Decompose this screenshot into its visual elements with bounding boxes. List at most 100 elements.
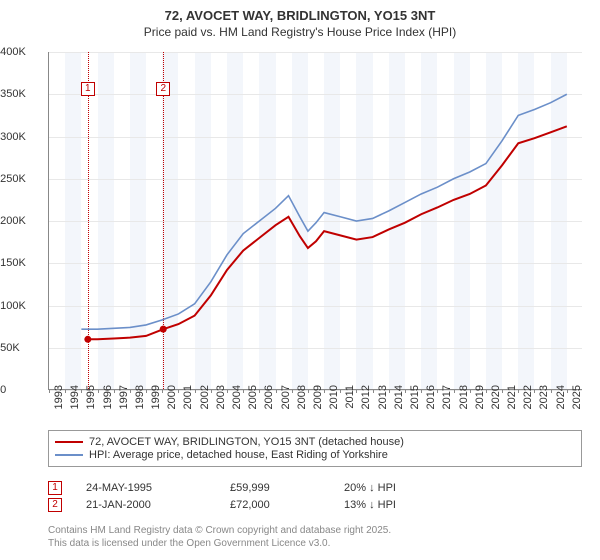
legend-swatch: [55, 454, 83, 456]
price-paid-dot: [84, 336, 91, 343]
x-tick: [308, 389, 309, 393]
x-axis-label: 2004: [231, 385, 243, 409]
legend-item: 72, AVOCET WAY, BRIDLINGTON, YO15 3NT (d…: [55, 436, 575, 448]
x-tick: [340, 389, 341, 393]
x-tick: [146, 389, 147, 393]
x-tick: [81, 389, 82, 393]
transaction-price: £72,000: [230, 499, 320, 511]
x-axis-label: 1995: [85, 385, 97, 409]
x-axis-label: 1997: [118, 385, 130, 409]
x-tick: [437, 389, 438, 393]
x-axis-label: 2019: [474, 385, 486, 409]
legend: 72, AVOCET WAY, BRIDLINGTON, YO15 3NT (d…: [48, 430, 582, 467]
transaction-marker-badge: 1: [81, 82, 95, 96]
transaction-date: 21-JAN-2000: [86, 499, 206, 511]
x-tick: [114, 389, 115, 393]
transaction-marker-badge: 1: [48, 481, 62, 495]
chart-container: 72, AVOCET WAY, BRIDLINGTON, YO15 3NT Pr…: [0, 0, 600, 560]
transaction-price: £59,999: [230, 482, 320, 494]
x-tick: [567, 389, 568, 393]
x-axis-label: 2001: [182, 385, 194, 409]
x-tick: [373, 389, 374, 393]
attribution-line: This data is licensed under the Open Gov…: [48, 537, 582, 550]
y-axis-label: £0: [0, 384, 42, 396]
x-tick: [389, 389, 390, 393]
x-tick: [162, 389, 163, 393]
x-axis-label: 1994: [69, 385, 81, 409]
legend-label: 72, AVOCET WAY, BRIDLINGTON, YO15 3NT (d…: [89, 436, 404, 448]
x-tick: [292, 389, 293, 393]
x-axis-label: 2000: [166, 385, 178, 409]
x-tick: [518, 389, 519, 393]
transaction-hpi-diff: 13% ↓ HPI: [344, 499, 454, 511]
x-tick: [356, 389, 357, 393]
page-subtitle: Price paid vs. HM Land Registry's House …: [0, 25, 600, 39]
x-tick: [454, 389, 455, 393]
transaction-date: 24-MAY-1995: [86, 482, 206, 494]
series-property: [88, 126, 567, 339]
x-axis-label: 2002: [199, 385, 211, 409]
x-tick: [534, 389, 535, 393]
x-axis-label: 2017: [441, 385, 453, 409]
x-tick: [227, 389, 228, 393]
x-axis-label: 2012: [360, 385, 372, 409]
y-axis-label: £250K: [0, 173, 42, 185]
x-tick: [130, 389, 131, 393]
x-axis-label: 1998: [134, 385, 146, 409]
x-tick: [243, 389, 244, 393]
y-axis-label: £200K: [0, 215, 42, 227]
x-axis-label: 1993: [53, 385, 65, 409]
attribution: Contains HM Land Registry data © Crown c…: [48, 524, 582, 550]
x-axis-label: 2021: [506, 385, 518, 409]
y-axis-label: £350K: [0, 88, 42, 100]
price-paid-dot: [160, 326, 167, 333]
page-title: 72, AVOCET WAY, BRIDLINGTON, YO15 3NT: [0, 8, 600, 23]
x-axis-label: 2010: [328, 385, 340, 409]
transaction-marker-badge: 2: [156, 82, 170, 96]
x-tick: [470, 389, 471, 393]
x-axis-label: 2025: [571, 385, 583, 409]
transaction-marker-badge: 2: [48, 498, 62, 512]
x-axis-label: 2003: [215, 385, 227, 409]
plot-region: £0£50K£100K£150K£200K£250K£300K£350K£400…: [48, 52, 582, 390]
x-tick: [405, 389, 406, 393]
x-tick: [178, 389, 179, 393]
y-axis-label: £50K: [0, 342, 42, 354]
x-tick: [421, 389, 422, 393]
y-axis-label: £400K: [0, 46, 42, 58]
chart-area: £0£50K£100K£150K£200K£250K£300K£350K£400…: [48, 52, 582, 390]
transaction-row: 1 24-MAY-1995 £59,999 20% ↓ HPI: [48, 481, 582, 495]
title-block: 72, AVOCET WAY, BRIDLINGTON, YO15 3NT Pr…: [0, 0, 600, 39]
line-layer: [49, 52, 582, 389]
x-axis-label: 2014: [393, 385, 405, 409]
transaction-hpi-diff: 20% ↓ HPI: [344, 482, 454, 494]
x-axis-label: 2015: [409, 385, 421, 409]
x-axis-label: 2007: [280, 385, 292, 409]
x-axis-label: 2016: [425, 385, 437, 409]
x-axis-label: 2013: [377, 385, 389, 409]
x-axis-label: 2024: [555, 385, 567, 409]
legend-label: HPI: Average price, detached house, East…: [89, 449, 388, 461]
x-tick: [551, 389, 552, 393]
x-tick: [195, 389, 196, 393]
x-axis-label: 2020: [490, 385, 502, 409]
y-axis-label: £100K: [0, 300, 42, 312]
x-axis-label: 2022: [522, 385, 534, 409]
x-axis-label: 1996: [102, 385, 114, 409]
transactions-table: 1 24-MAY-1995 £59,999 20% ↓ HPI 2 21-JAN-2000…: [48, 478, 582, 515]
x-tick: [65, 389, 66, 393]
x-axis-label: 2011: [344, 385, 356, 409]
legend-item: HPI: Average price, detached house, East…: [55, 449, 575, 461]
y-axis-label: £150K: [0, 257, 42, 269]
x-axis-label: 2018: [458, 385, 470, 409]
x-axis-label: 2008: [296, 385, 308, 409]
attribution-line: Contains HM Land Registry data © Crown c…: [48, 524, 582, 537]
x-tick: [98, 389, 99, 393]
legend-swatch: [55, 441, 83, 443]
x-axis-label: 2006: [263, 385, 275, 409]
x-tick: [276, 389, 277, 393]
x-axis-label: 2009: [312, 385, 324, 409]
x-tick: [486, 389, 487, 393]
x-tick: [211, 389, 212, 393]
x-axis-label: 1999: [150, 385, 162, 409]
